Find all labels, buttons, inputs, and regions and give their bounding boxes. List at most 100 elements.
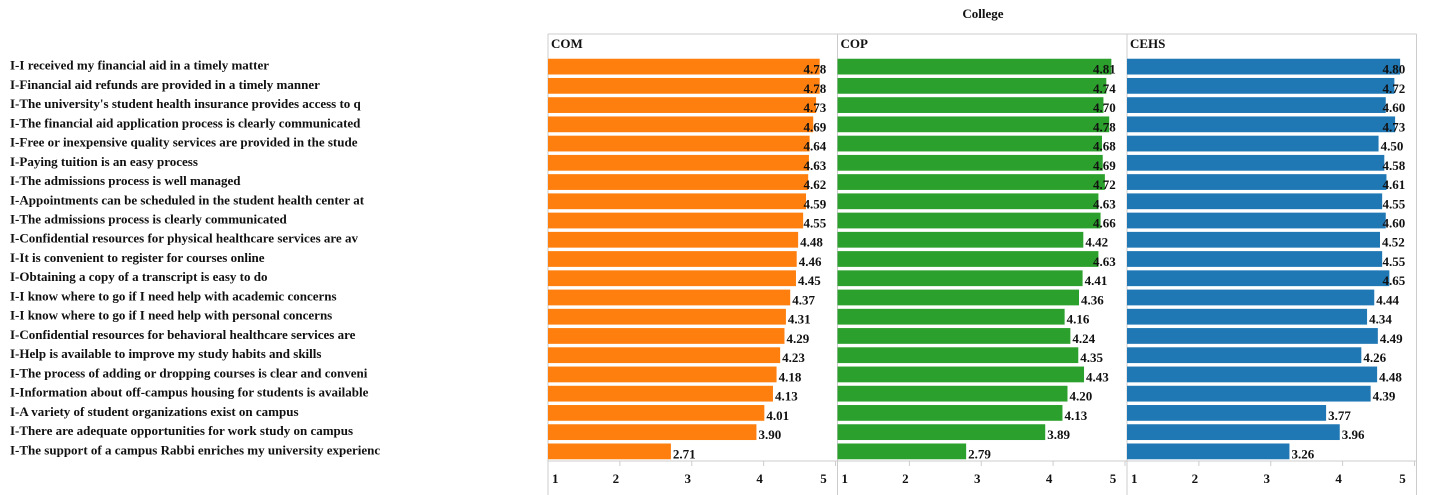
value-label: 4.58 <box>1383 158 1406 173</box>
bar <box>1127 135 1379 152</box>
bar <box>837 174 1105 190</box>
category-label: I-Information about off-campus housing f… <box>10 385 369 400</box>
x-tick-label: 3 <box>974 471 981 486</box>
value-label: 4.55 <box>1383 196 1406 211</box>
value-label: 4.78 <box>1093 119 1116 134</box>
x-tick-label: 4 <box>1046 471 1053 486</box>
x-tick-label: 5 <box>1110 471 1117 486</box>
bar <box>837 116 1110 133</box>
value-label: 3.90 <box>758 427 781 442</box>
value-label: 4.36 <box>1081 292 1104 307</box>
category-label: I-Confidential resources for behavioral … <box>10 327 356 342</box>
bar <box>548 212 804 229</box>
value-label: 4.50 <box>1381 139 1404 154</box>
value-label: 4.52 <box>1382 235 1405 250</box>
x-tick-label: 5 <box>1399 471 1406 486</box>
value-label: 4.46 <box>799 254 822 269</box>
bar <box>837 328 1071 344</box>
value-label: 3.26 <box>1291 446 1314 461</box>
value-label: 4.37 <box>792 292 815 307</box>
bar <box>837 193 1099 210</box>
value-label: 4.63 <box>1093 196 1116 211</box>
value-label: 4.62 <box>804 177 827 192</box>
category-label: I-The process of adding or dropping cour… <box>10 365 368 380</box>
x-tick-label: 3 <box>1264 471 1271 486</box>
bar <box>548 174 809 190</box>
value-label: 4.48 <box>800 235 823 250</box>
bar <box>837 154 1103 171</box>
value-label: 4.29 <box>786 331 809 346</box>
value-label: 4.72 <box>1383 81 1406 96</box>
bar <box>1127 174 1387 190</box>
bar <box>1127 58 1401 75</box>
value-label: 4.78 <box>804 81 827 96</box>
bar <box>1127 231 1380 248</box>
panel-title: COM <box>551 36 583 51</box>
bar <box>548 289 791 306</box>
bar <box>837 443 967 460</box>
category-label: I-The support of a campus Rabbi enriches… <box>10 442 380 457</box>
value-label: 4.45 <box>798 273 821 288</box>
category-label: I-The admissions process is clearly comm… <box>10 212 287 227</box>
value-label: 4.34 <box>1369 312 1392 327</box>
category-label: I-A variety of student organizations exi… <box>10 404 299 419</box>
category-label: I-The admissions process is well managed <box>10 173 241 188</box>
bar <box>1127 212 1386 229</box>
bar <box>548 405 765 421</box>
value-label: 3.96 <box>1342 427 1365 442</box>
category-label: I-Financial aid refunds are provided in … <box>10 77 320 92</box>
bar <box>837 347 1079 364</box>
value-label: 4.44 <box>1376 292 1399 307</box>
value-label: 4.41 <box>1085 273 1108 288</box>
category-label: I-I know where to go if I need help with… <box>10 308 332 323</box>
x-tick-label: 2 <box>902 471 909 486</box>
bar <box>1127 366 1378 383</box>
value-label: 4.72 <box>1093 177 1116 192</box>
bar <box>1127 77 1395 94</box>
category-label: I-Paying tuition is an easy process <box>10 154 198 169</box>
value-label: 3.77 <box>1328 408 1351 423</box>
bar <box>837 97 1104 113</box>
bar <box>1127 424 1340 441</box>
value-label: 4.73 <box>1383 119 1406 134</box>
x-tick-label: 5 <box>820 471 827 486</box>
x-tick-label: 2 <box>613 471 620 486</box>
bar <box>1127 154 1385 171</box>
category-label: I-It is convenient to register for cours… <box>10 250 265 265</box>
value-label: 4.16 <box>1067 312 1090 327</box>
x-tick-label: 3 <box>685 471 692 486</box>
x-tick-label: 1 <box>1131 471 1138 486</box>
value-label: 4.48 <box>1379 369 1402 384</box>
bar <box>548 347 781 364</box>
value-label: 4.64 <box>804 139 827 154</box>
value-label: 4.74 <box>1093 81 1116 96</box>
bar <box>1127 328 1378 344</box>
bar <box>1127 116 1396 133</box>
bar <box>548 308 786 325</box>
bar <box>837 289 1079 306</box>
value-label: 2.71 <box>673 446 696 461</box>
bar <box>548 193 807 210</box>
bar <box>837 308 1065 325</box>
category-label: I-Free or inexpensive quality services a… <box>10 135 358 150</box>
value-label: 4.80 <box>1383 62 1406 77</box>
value-label: 4.63 <box>804 158 827 173</box>
category-label: I-Confidential resources for physical he… <box>10 231 358 246</box>
value-label: 4.23 <box>782 350 805 365</box>
value-label: 4.60 <box>1383 216 1406 231</box>
bar <box>837 135 1102 152</box>
value-label: 4.65 <box>1383 273 1406 288</box>
bar <box>548 135 810 152</box>
bar <box>1127 270 1390 287</box>
value-label: 4.55 <box>1383 254 1406 269</box>
bar <box>548 251 797 267</box>
bar <box>548 97 817 113</box>
value-label: 4.78 <box>804 62 827 77</box>
bar <box>837 270 1083 287</box>
category-label: I-Obtaining a copy of a transcript is ea… <box>10 269 267 284</box>
x-tick-label: 4 <box>1335 471 1342 486</box>
category-label: I-Appointments can be scheduled in the s… <box>10 192 365 207</box>
bar <box>548 270 796 287</box>
